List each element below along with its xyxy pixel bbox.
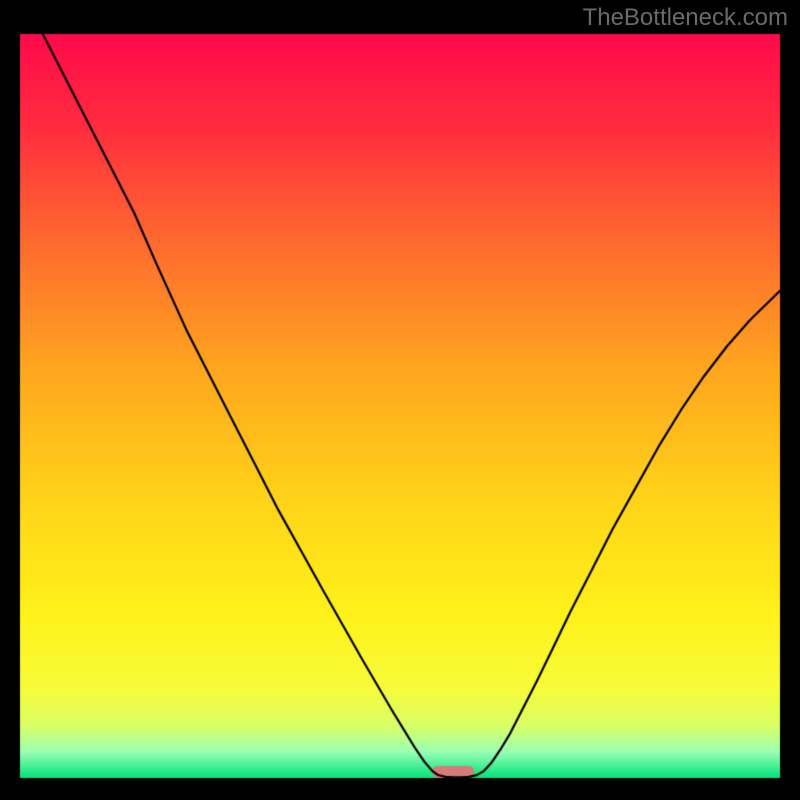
chart-stage: TheBottleneck.com [0, 0, 800, 800]
bottleneck-curve-chart [0, 0, 800, 800]
watermark-text: TheBottleneck.com [583, 4, 788, 32]
